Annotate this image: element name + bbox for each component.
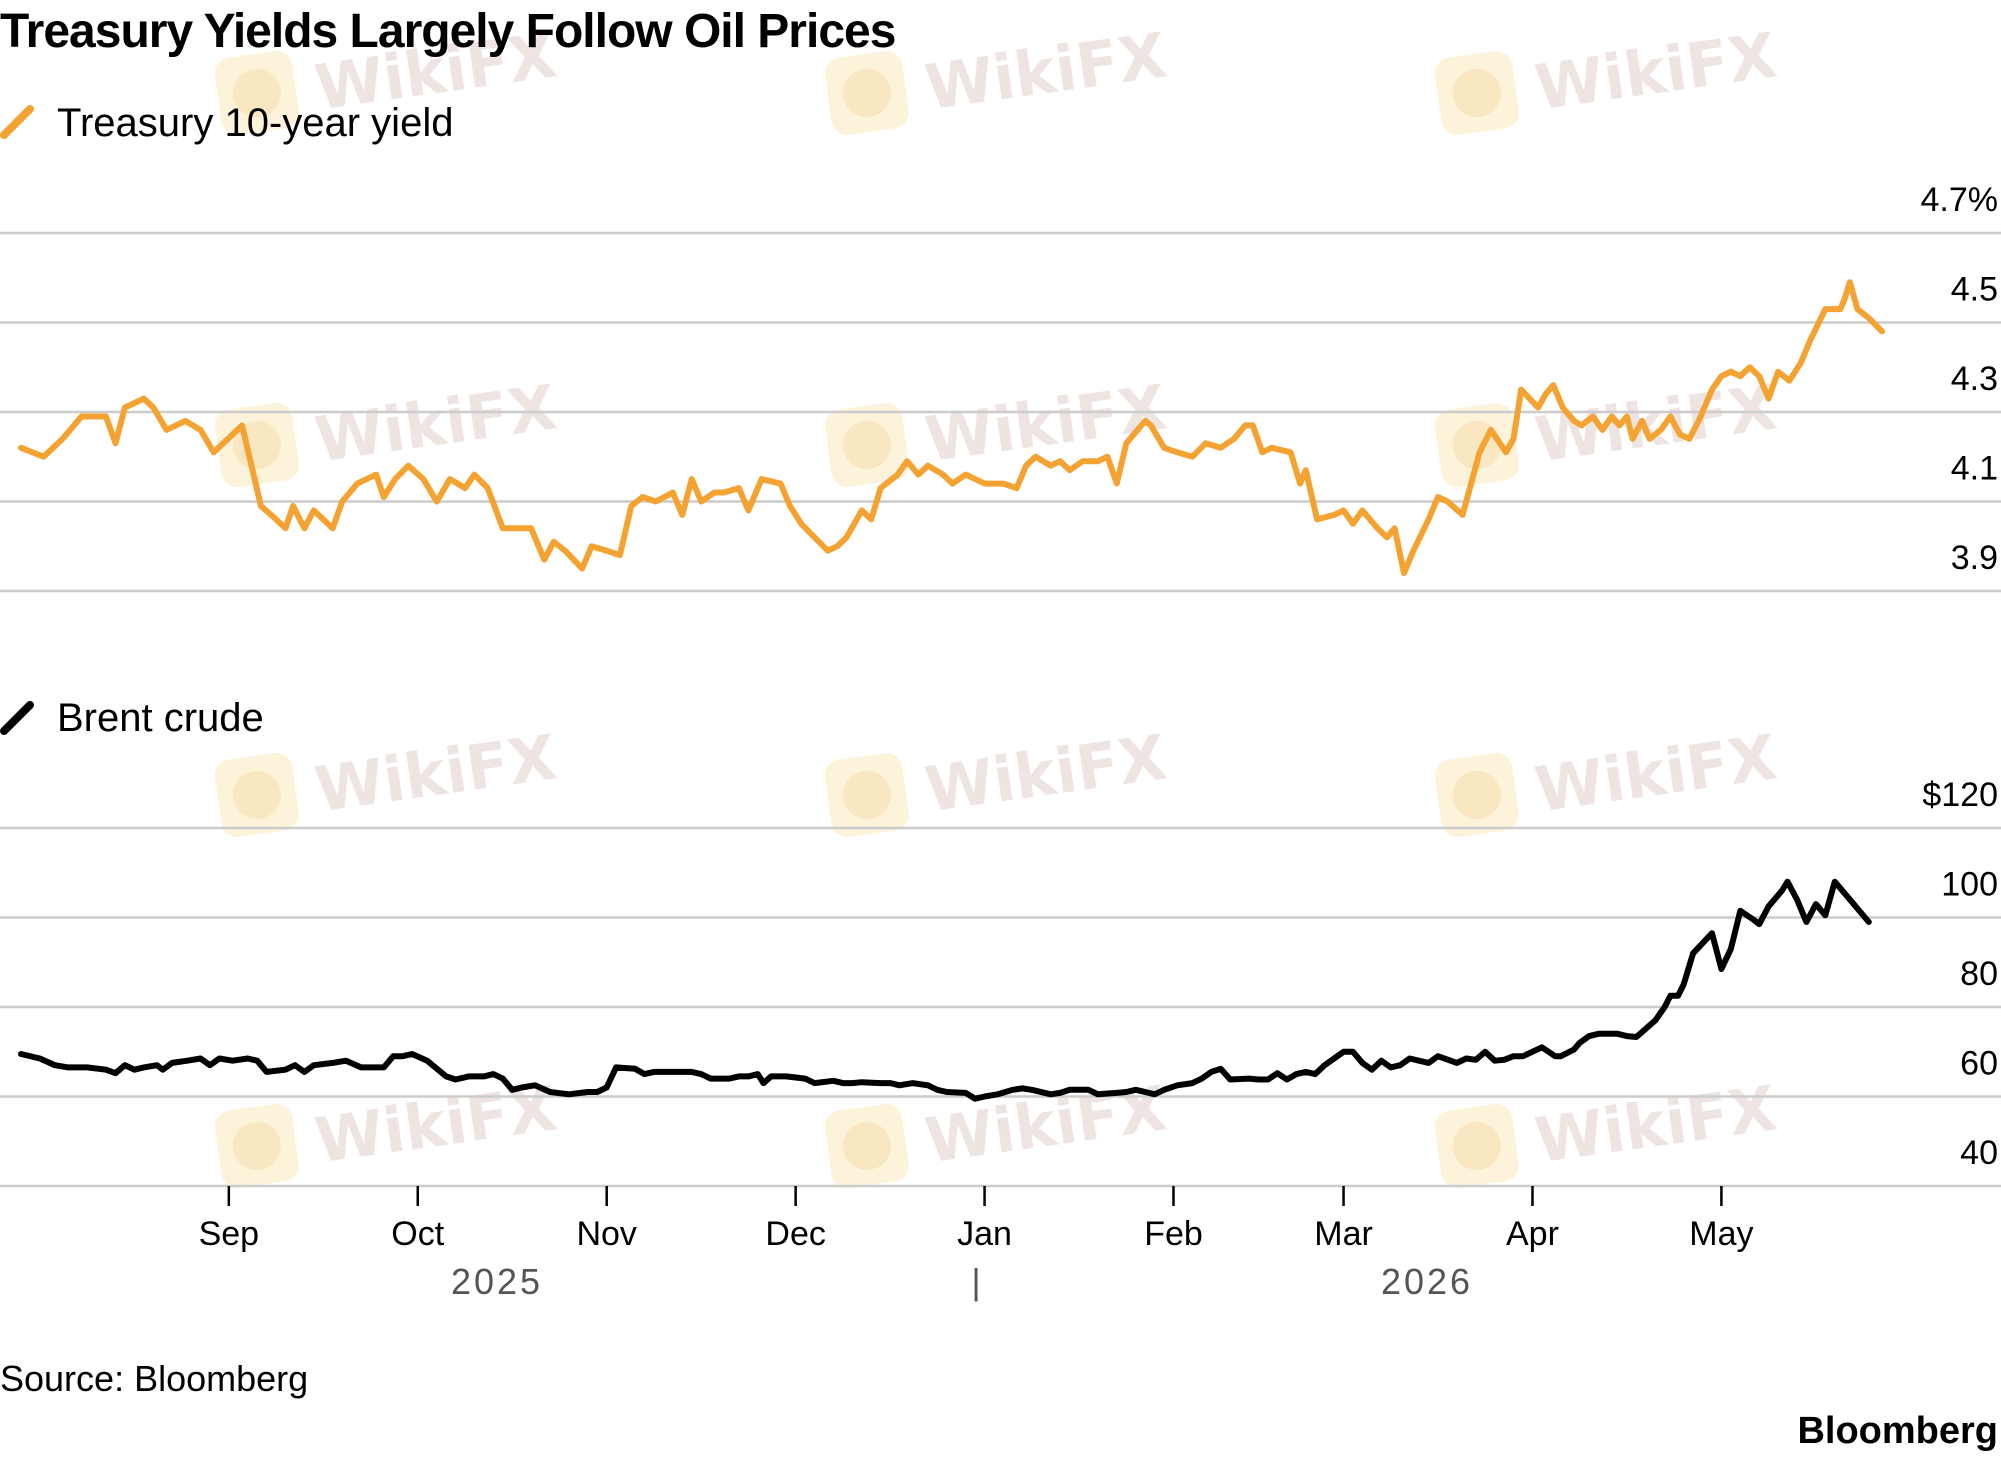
watermark-text: WikiFX: [921, 18, 1171, 124]
watermark-logo-mark: [232, 1121, 281, 1170]
watermark-logo-mark: [1452, 68, 1501, 117]
watermark: WikiFX: [824, 720, 1171, 837]
yield-panel: Treasury 10-year yield 4.7% 4.5 4.3 4.1 3.9: [0, 101, 2001, 593]
x-tick-label-jan: Jan: [957, 1215, 1012, 1253]
x-tick-label-sep: Sep: [199, 1215, 260, 1253]
yield-legend-label: Treasury 10-year yield: [57, 101, 453, 145]
year-label-2026: 2026: [1381, 1261, 1473, 1302]
x-tick-label-dec: Dec: [765, 1215, 825, 1253]
watermark-text: WikiFX: [1531, 1071, 1781, 1177]
chart-title: Treasury Yields Largely Follow Oil Price…: [0, 5, 895, 58]
x-tick-label-feb: Feb: [1144, 1215, 1203, 1253]
watermark: WikiFX: [1434, 18, 1781, 135]
year-label-2025: 2025: [451, 1261, 543, 1302]
watermark-text: WikiFX: [311, 720, 561, 826]
y-tick-label: 4.5: [1951, 271, 1998, 309]
x-tick-label-may: May: [1689, 1215, 1753, 1253]
watermark-text: WikiFX: [1531, 18, 1781, 124]
watermark: WikiFX: [214, 720, 561, 837]
watermark-logo-mark: [1452, 1121, 1501, 1170]
source-note: Source: Bloomberg: [0, 1358, 308, 1399]
y-tick-label: 4.7%: [1921, 181, 1999, 219]
x-tick-label-mar: Mar: [1314, 1215, 1373, 1253]
y-tick-label: 4.1: [1951, 450, 1998, 488]
yield-gridlines: [0, 231, 2001, 593]
x-tick-label-nov: Nov: [576, 1215, 636, 1253]
oil-legend-label: Brent crude: [57, 696, 264, 740]
watermark-text: WikiFX: [1531, 370, 1781, 476]
bloomberg-logo: Bloomberg: [1797, 1410, 1998, 1452]
watermark-layer: WikiFX WikiFX WikiFX WikiFX WikiFX WikiFX Wiki…: [214, 18, 1781, 1188]
watermark-logo-mark: [842, 1121, 891, 1170]
watermark-text: WikiFX: [311, 370, 561, 476]
year-separator: |: [971, 1261, 980, 1302]
x-tick-label-apr: Apr: [1506, 1215, 1559, 1253]
watermark-logo-mark: [842, 420, 891, 469]
watermark-logo-mark: [842, 770, 891, 819]
y-tick-label: 4.3: [1951, 360, 1998, 398]
x-tick-label-oct: Oct: [391, 1215, 444, 1253]
x-axis: Sep Oct Nov Dec Jan Feb Mar Apr May: [199, 1186, 1754, 1253]
watermark: WikiFX: [1434, 720, 1781, 837]
y-tick-label: 100: [1941, 866, 1998, 904]
watermark: WikiFX: [1434, 1071, 1781, 1188]
y-tick-label: 3.9: [1951, 539, 1998, 577]
y-tick-label: 40: [1960, 1134, 1998, 1172]
oil-panel: Brent crude $120 100 80 60 40: [0, 696, 2001, 1188]
watermark-text: WikiFX: [921, 720, 1171, 826]
yield-legend-swatch: [0, 105, 34, 139]
oil-legend-swatch: [0, 701, 34, 735]
yield-y-tick-labels: 4.7% 4.5 4.3 4.1 3.9: [1921, 181, 1999, 577]
oil-series-line: [18, 878, 1872, 1102]
watermark-text: WikiFX: [1531, 720, 1781, 826]
watermark-logo-mark: [232, 770, 281, 819]
y-tick-label: 60: [1960, 1045, 1998, 1083]
oil-y-tick-labels: $120 100 80 60 40: [1922, 776, 1998, 1172]
watermark-logo-mark: [842, 68, 891, 117]
watermark-logo-mark: [232, 68, 281, 117]
watermark-text: WikiFX: [921, 1071, 1171, 1177]
watermark-logo-mark: [1452, 770, 1501, 819]
yield-series-line: [18, 279, 1885, 577]
watermark: WikiFX: [214, 370, 561, 487]
y-tick-label: $120: [1922, 776, 1998, 814]
y-tick-label: 80: [1960, 955, 1998, 993]
